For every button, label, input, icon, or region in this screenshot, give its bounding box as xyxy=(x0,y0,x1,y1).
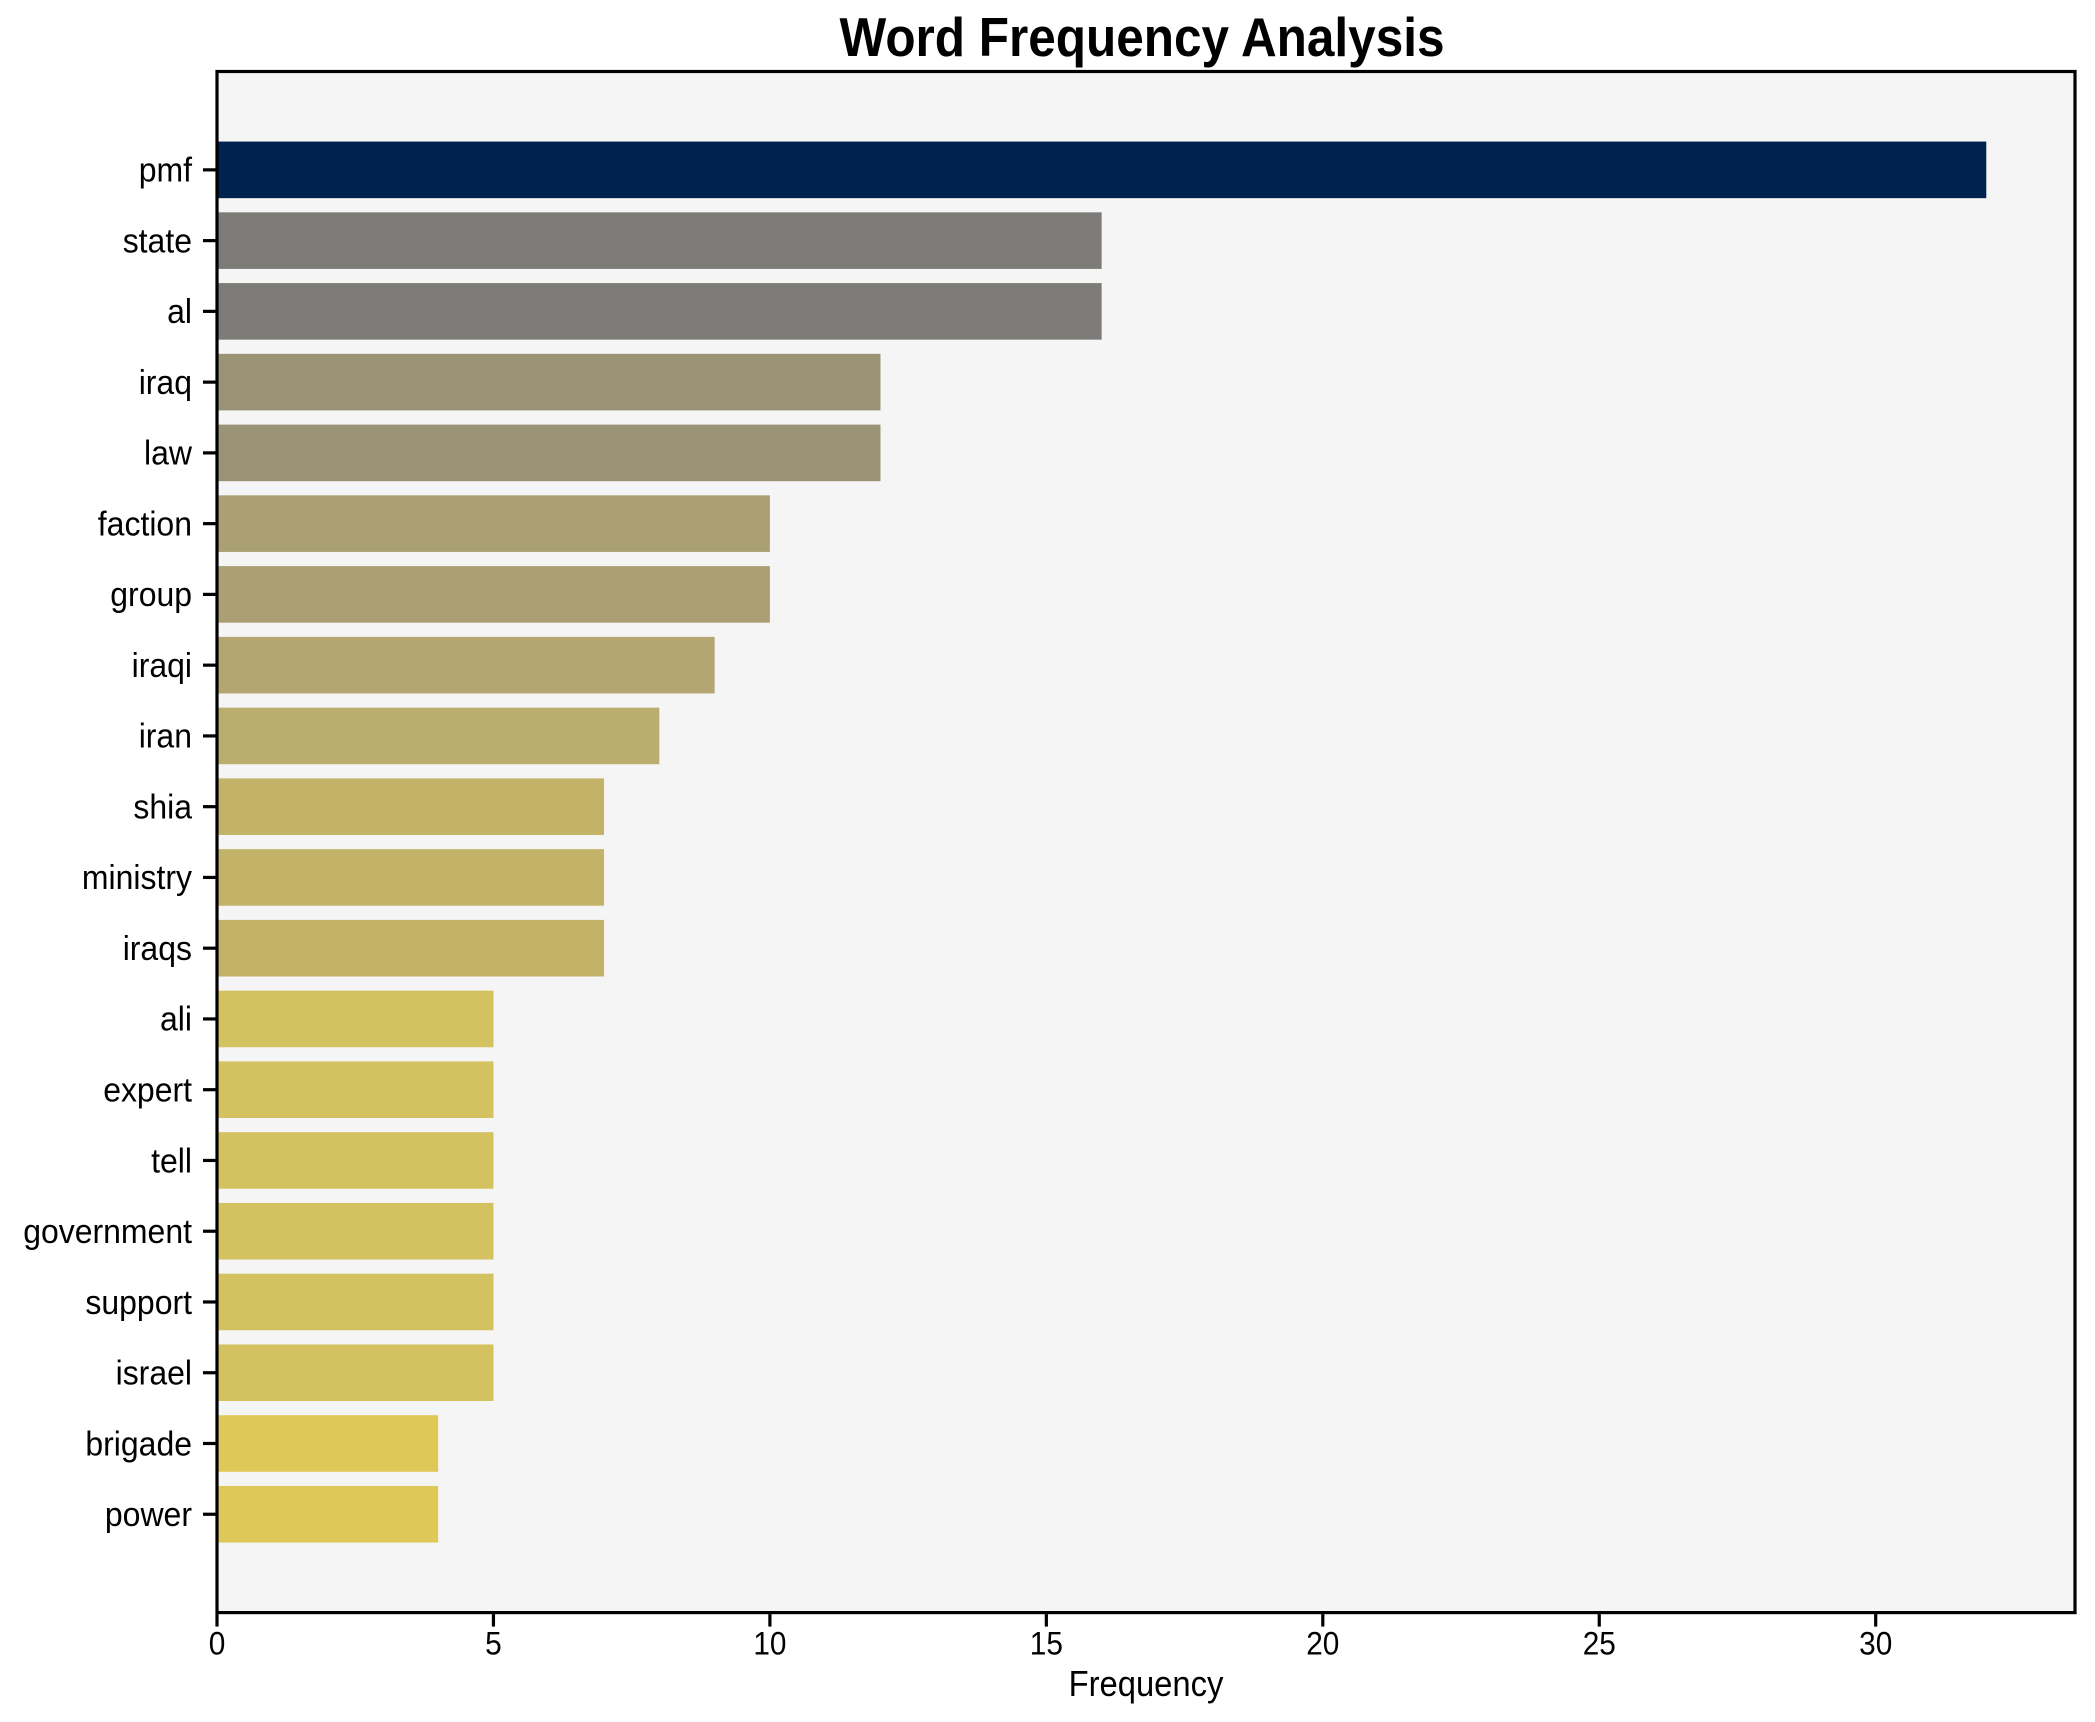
svg-text:5: 5 xyxy=(485,1626,502,1662)
svg-text:20: 20 xyxy=(1306,1626,1339,1662)
svg-text:iran: iran xyxy=(139,718,192,756)
svg-text:state: state xyxy=(123,222,192,260)
svg-text:power: power xyxy=(105,1496,192,1534)
svg-text:iraqi: iraqi xyxy=(132,647,192,685)
svg-text:law: law xyxy=(144,435,192,473)
svg-text:brigade: brigade xyxy=(85,1425,192,1463)
svg-text:support: support xyxy=(85,1284,192,1322)
svg-text:israel: israel xyxy=(116,1355,192,1393)
svg-text:iraqs: iraqs xyxy=(123,930,192,968)
svg-text:Word Frequency Analysis: Word Frequency Analysis xyxy=(840,6,1445,68)
svg-text:government: government xyxy=(23,1213,192,1251)
svg-text:15: 15 xyxy=(1030,1626,1063,1662)
svg-text:Frequency: Frequency xyxy=(1069,1663,1224,1704)
svg-text:iraq: iraq xyxy=(139,364,192,402)
svg-text:pmf: pmf xyxy=(139,152,193,190)
svg-text:ministry: ministry xyxy=(82,859,192,897)
svg-text:group: group xyxy=(110,576,192,614)
svg-text:0: 0 xyxy=(209,1626,226,1662)
svg-text:10: 10 xyxy=(753,1626,786,1662)
svg-text:faction: faction xyxy=(98,505,192,543)
svg-text:30: 30 xyxy=(1859,1626,1892,1662)
svg-text:shia: shia xyxy=(133,788,192,826)
svg-text:25: 25 xyxy=(1583,1626,1616,1662)
svg-text:ali: ali xyxy=(160,1001,192,1039)
svg-text:al: al xyxy=(167,293,192,331)
svg-text:expert: expert xyxy=(103,1072,192,1110)
svg-text:tell: tell xyxy=(151,1142,192,1180)
